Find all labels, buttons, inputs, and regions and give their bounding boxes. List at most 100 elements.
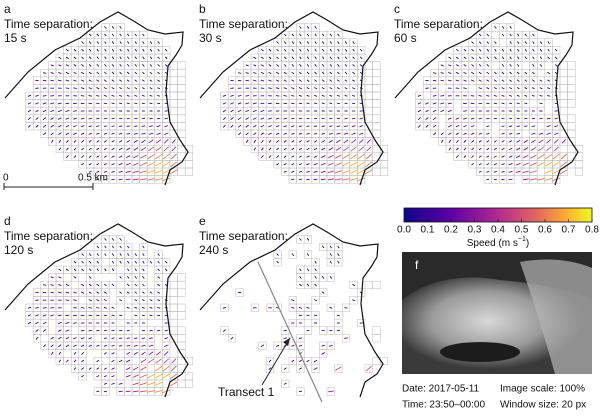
velocity-arrow (149, 337, 153, 340)
velocity-arrow (523, 139, 528, 143)
velocity-arrow (237, 72, 242, 74)
velocity-arrow (81, 260, 84, 264)
velocity-arrow (125, 374, 131, 378)
velocity-arrow (73, 147, 77, 151)
velocity-arrow (154, 365, 163, 372)
velocity-arrow (268, 132, 272, 135)
transect-pointer (261, 337, 291, 386)
velocity-arrow (268, 64, 272, 67)
velocity-arrow (291, 344, 295, 347)
velocity-arrow (298, 163, 302, 166)
velocity-arrow (539, 94, 543, 97)
velocity-arrow (478, 87, 482, 90)
velocity-arrow (314, 94, 318, 97)
grid-cell (169, 273, 178, 282)
velocity-arrow (313, 178, 318, 181)
velocity-arrow (111, 382, 115, 385)
velocity-arrow (58, 79, 62, 82)
velocity-arrow (58, 64, 62, 67)
velocity-arrow (127, 260, 130, 264)
velocity-arrow (170, 373, 178, 379)
velocity-arrow (104, 64, 107, 67)
velocity-arrow (73, 351, 77, 355)
colorbar-tick-label: 0.2 (444, 225, 458, 236)
velocity-arrow (111, 64, 115, 67)
velocity-arrow (142, 64, 145, 67)
velocity-arrow (291, 147, 295, 151)
velocity-arrow (342, 178, 350, 181)
velocity-arrow (509, 64, 512, 67)
velocity-arrow (456, 139, 459, 143)
velocity-arrow (126, 79, 130, 82)
velocity-arrow (104, 26, 107, 29)
velocity-arrow (156, 132, 161, 135)
velocity-arrow (140, 366, 147, 371)
velocity-arrow (66, 359, 69, 363)
photo: f (402, 252, 592, 374)
colorbar-label: Speed (m s−1) (467, 236, 529, 249)
velocity-arrow (321, 71, 325, 75)
velocity-arrow (149, 87, 153, 90)
velocity-arrow (103, 155, 107, 158)
velocity-arrow (126, 133, 130, 135)
velocity-arrow (58, 284, 62, 286)
velocity-arrow (65, 64, 69, 67)
velocity-arrow (103, 178, 107, 181)
velocity-arrow (80, 291, 85, 294)
velocity-arrow (501, 155, 505, 158)
grid-cell (364, 99, 373, 108)
velocity-arrow (275, 87, 280, 90)
velocity-arrow (455, 71, 460, 75)
velocity-arrow (119, 48, 122, 52)
velocity-arrow (314, 33, 317, 37)
velocity-arrow (96, 147, 100, 151)
grid-cell (169, 76, 178, 85)
velocity-arrow (299, 48, 302, 52)
velocity-arrow (463, 79, 467, 82)
velocity-arrow (142, 268, 145, 272)
velocity-arrow (252, 117, 257, 120)
velocity-arrow (501, 133, 505, 135)
velocity-arrow (156, 139, 162, 144)
scale-start: 0 (3, 173, 9, 184)
velocity-arrow (517, 56, 520, 60)
velocity-arrow (322, 41, 325, 45)
grid-cell (357, 318, 366, 328)
velocity-arrow (134, 94, 138, 97)
velocity-arrow (486, 147, 490, 151)
grid-cell (281, 379, 290, 388)
velocity-arrow (88, 140, 92, 143)
velocity-arrow (276, 41, 279, 44)
velocity-arrow (171, 358, 177, 364)
velocity-arrow (552, 153, 560, 160)
grid-cell (364, 114, 373, 123)
velocity-arrow (494, 48, 497, 52)
velocity-arrow (103, 306, 107, 309)
velocity-arrow (65, 336, 70, 340)
velocity-arrow (96, 245, 100, 249)
velocity-arrow (486, 94, 490, 97)
grid-cell (227, 334, 237, 343)
scale-end: 0.5 km (78, 173, 108, 184)
velocity-arrow (478, 64, 482, 67)
grid-cell (184, 167, 194, 176)
velocity-arrow (88, 260, 92, 264)
velocity-arrow (320, 178, 326, 181)
velocity-arrow (276, 147, 280, 151)
velocity-arrow (103, 390, 107, 393)
velocity-arrow (50, 79, 54, 82)
velocity-arrow (65, 102, 70, 105)
velocity-arrow (546, 132, 551, 135)
velocity-arrow (127, 245, 130, 249)
velocity-arrow (260, 87, 265, 89)
velocity-arrow (42, 94, 47, 97)
grid-cell (379, 356, 389, 366)
velocity-arrow (493, 155, 497, 158)
velocity-arrow (88, 170, 92, 173)
velocity-arrow (554, 64, 558, 67)
velocity-arrow (352, 71, 355, 75)
velocity-arrow (478, 71, 482, 75)
velocity-arrow (149, 291, 153, 294)
velocity-arrow (509, 26, 512, 29)
velocity-arrow (50, 102, 55, 105)
